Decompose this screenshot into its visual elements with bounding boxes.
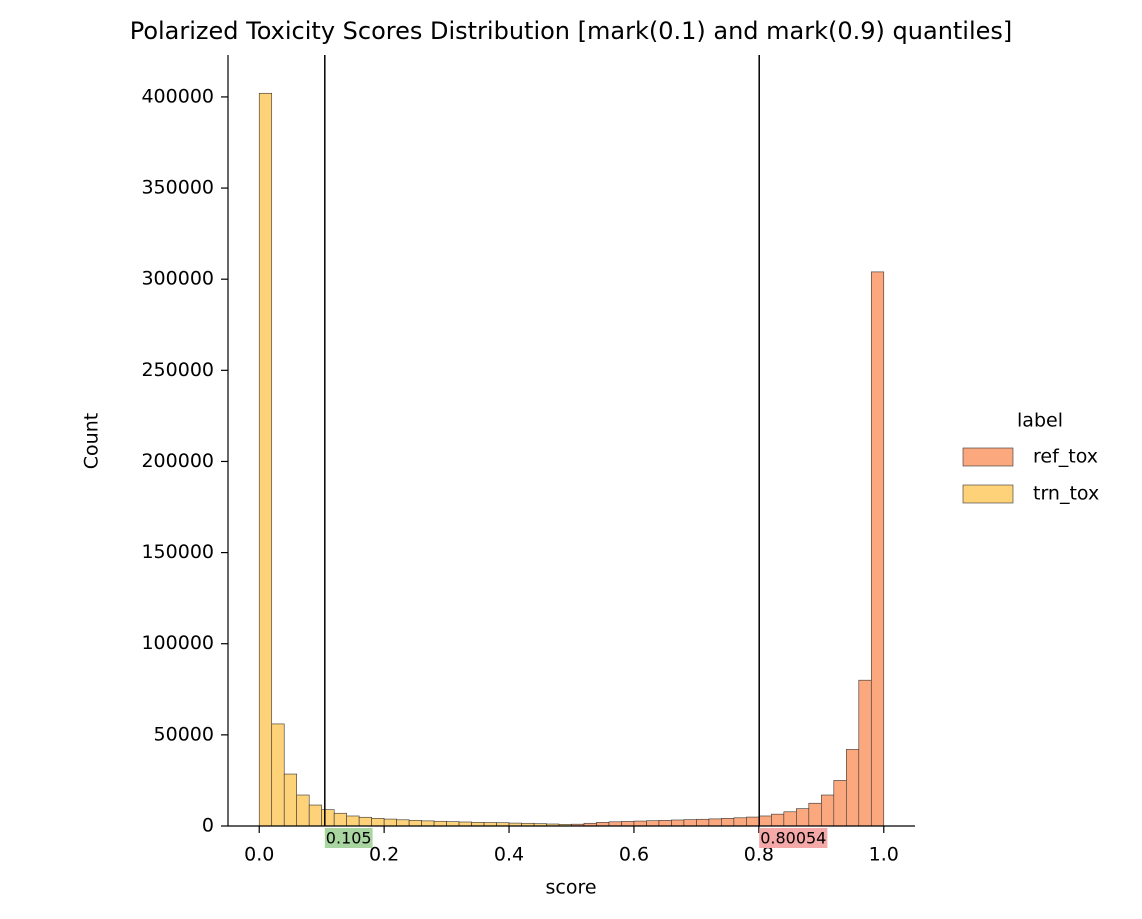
legend-swatch xyxy=(962,484,1014,504)
bar xyxy=(296,794,310,827)
bar xyxy=(771,813,785,827)
x-tick-label: 0.4 xyxy=(494,844,524,866)
x-tick-label: 0.8 xyxy=(744,844,774,866)
bar xyxy=(833,780,847,827)
bar xyxy=(371,818,385,827)
y-axis-label: Count xyxy=(81,413,103,469)
bar xyxy=(358,816,372,827)
bar xyxy=(758,815,772,827)
bar xyxy=(808,802,822,827)
bar xyxy=(421,820,435,827)
y-tick-label: 200000 xyxy=(141,450,214,472)
bar xyxy=(633,820,647,827)
quantile-label: 0.80054 xyxy=(760,829,826,848)
bar xyxy=(821,794,835,827)
y-tick-label: 250000 xyxy=(141,359,214,381)
bar xyxy=(696,818,710,827)
bar xyxy=(383,818,397,827)
bar xyxy=(746,816,760,827)
bar xyxy=(396,819,410,827)
bar xyxy=(733,817,747,827)
bar xyxy=(283,773,297,827)
bar xyxy=(658,820,672,827)
bar xyxy=(458,821,472,827)
bar xyxy=(271,723,285,827)
x-tick-label: 0.2 xyxy=(369,844,399,866)
legend-title: label xyxy=(1017,410,1063,432)
bar xyxy=(333,812,347,827)
y-tick-label: 100000 xyxy=(141,632,214,654)
bar xyxy=(721,818,735,827)
quantile-label-bg xyxy=(324,828,373,848)
bar xyxy=(671,819,685,827)
y-tick-label: 150000 xyxy=(141,541,214,563)
bar xyxy=(708,818,722,827)
chart-title: Polarized Toxicity Scores Distribution [… xyxy=(130,17,1013,45)
bar xyxy=(308,804,322,827)
bar xyxy=(321,809,335,827)
bar xyxy=(683,819,697,827)
bar xyxy=(433,820,447,827)
bar xyxy=(870,271,885,827)
bar xyxy=(346,815,360,827)
y-tick-label: 50000 xyxy=(154,723,214,745)
y-tick-label: 350000 xyxy=(141,177,214,199)
bar xyxy=(408,820,422,827)
legend-label: trn_tox xyxy=(1033,483,1099,505)
bar xyxy=(783,811,797,827)
x-axis-label: score xyxy=(545,877,596,899)
legend-swatch xyxy=(962,447,1014,467)
bar xyxy=(646,820,660,827)
bar xyxy=(621,821,635,827)
y-tick-label: 0 xyxy=(202,815,214,837)
bar xyxy=(858,679,872,827)
legend-label: ref_tox xyxy=(1033,446,1098,468)
x-tick-label: 0.0 xyxy=(244,844,274,866)
y-tick-label: 300000 xyxy=(141,268,214,290)
bar xyxy=(446,821,460,827)
quantile-label-bg xyxy=(759,828,828,848)
x-tick-label: 0.6 xyxy=(619,844,649,866)
bar xyxy=(608,821,622,827)
x-tick-label: 1.0 xyxy=(869,844,899,866)
bar xyxy=(845,749,860,827)
quantile-label: 0.105 xyxy=(326,829,372,848)
y-tick-label: 400000 xyxy=(141,85,214,107)
bar xyxy=(796,808,810,827)
bar xyxy=(258,92,273,827)
